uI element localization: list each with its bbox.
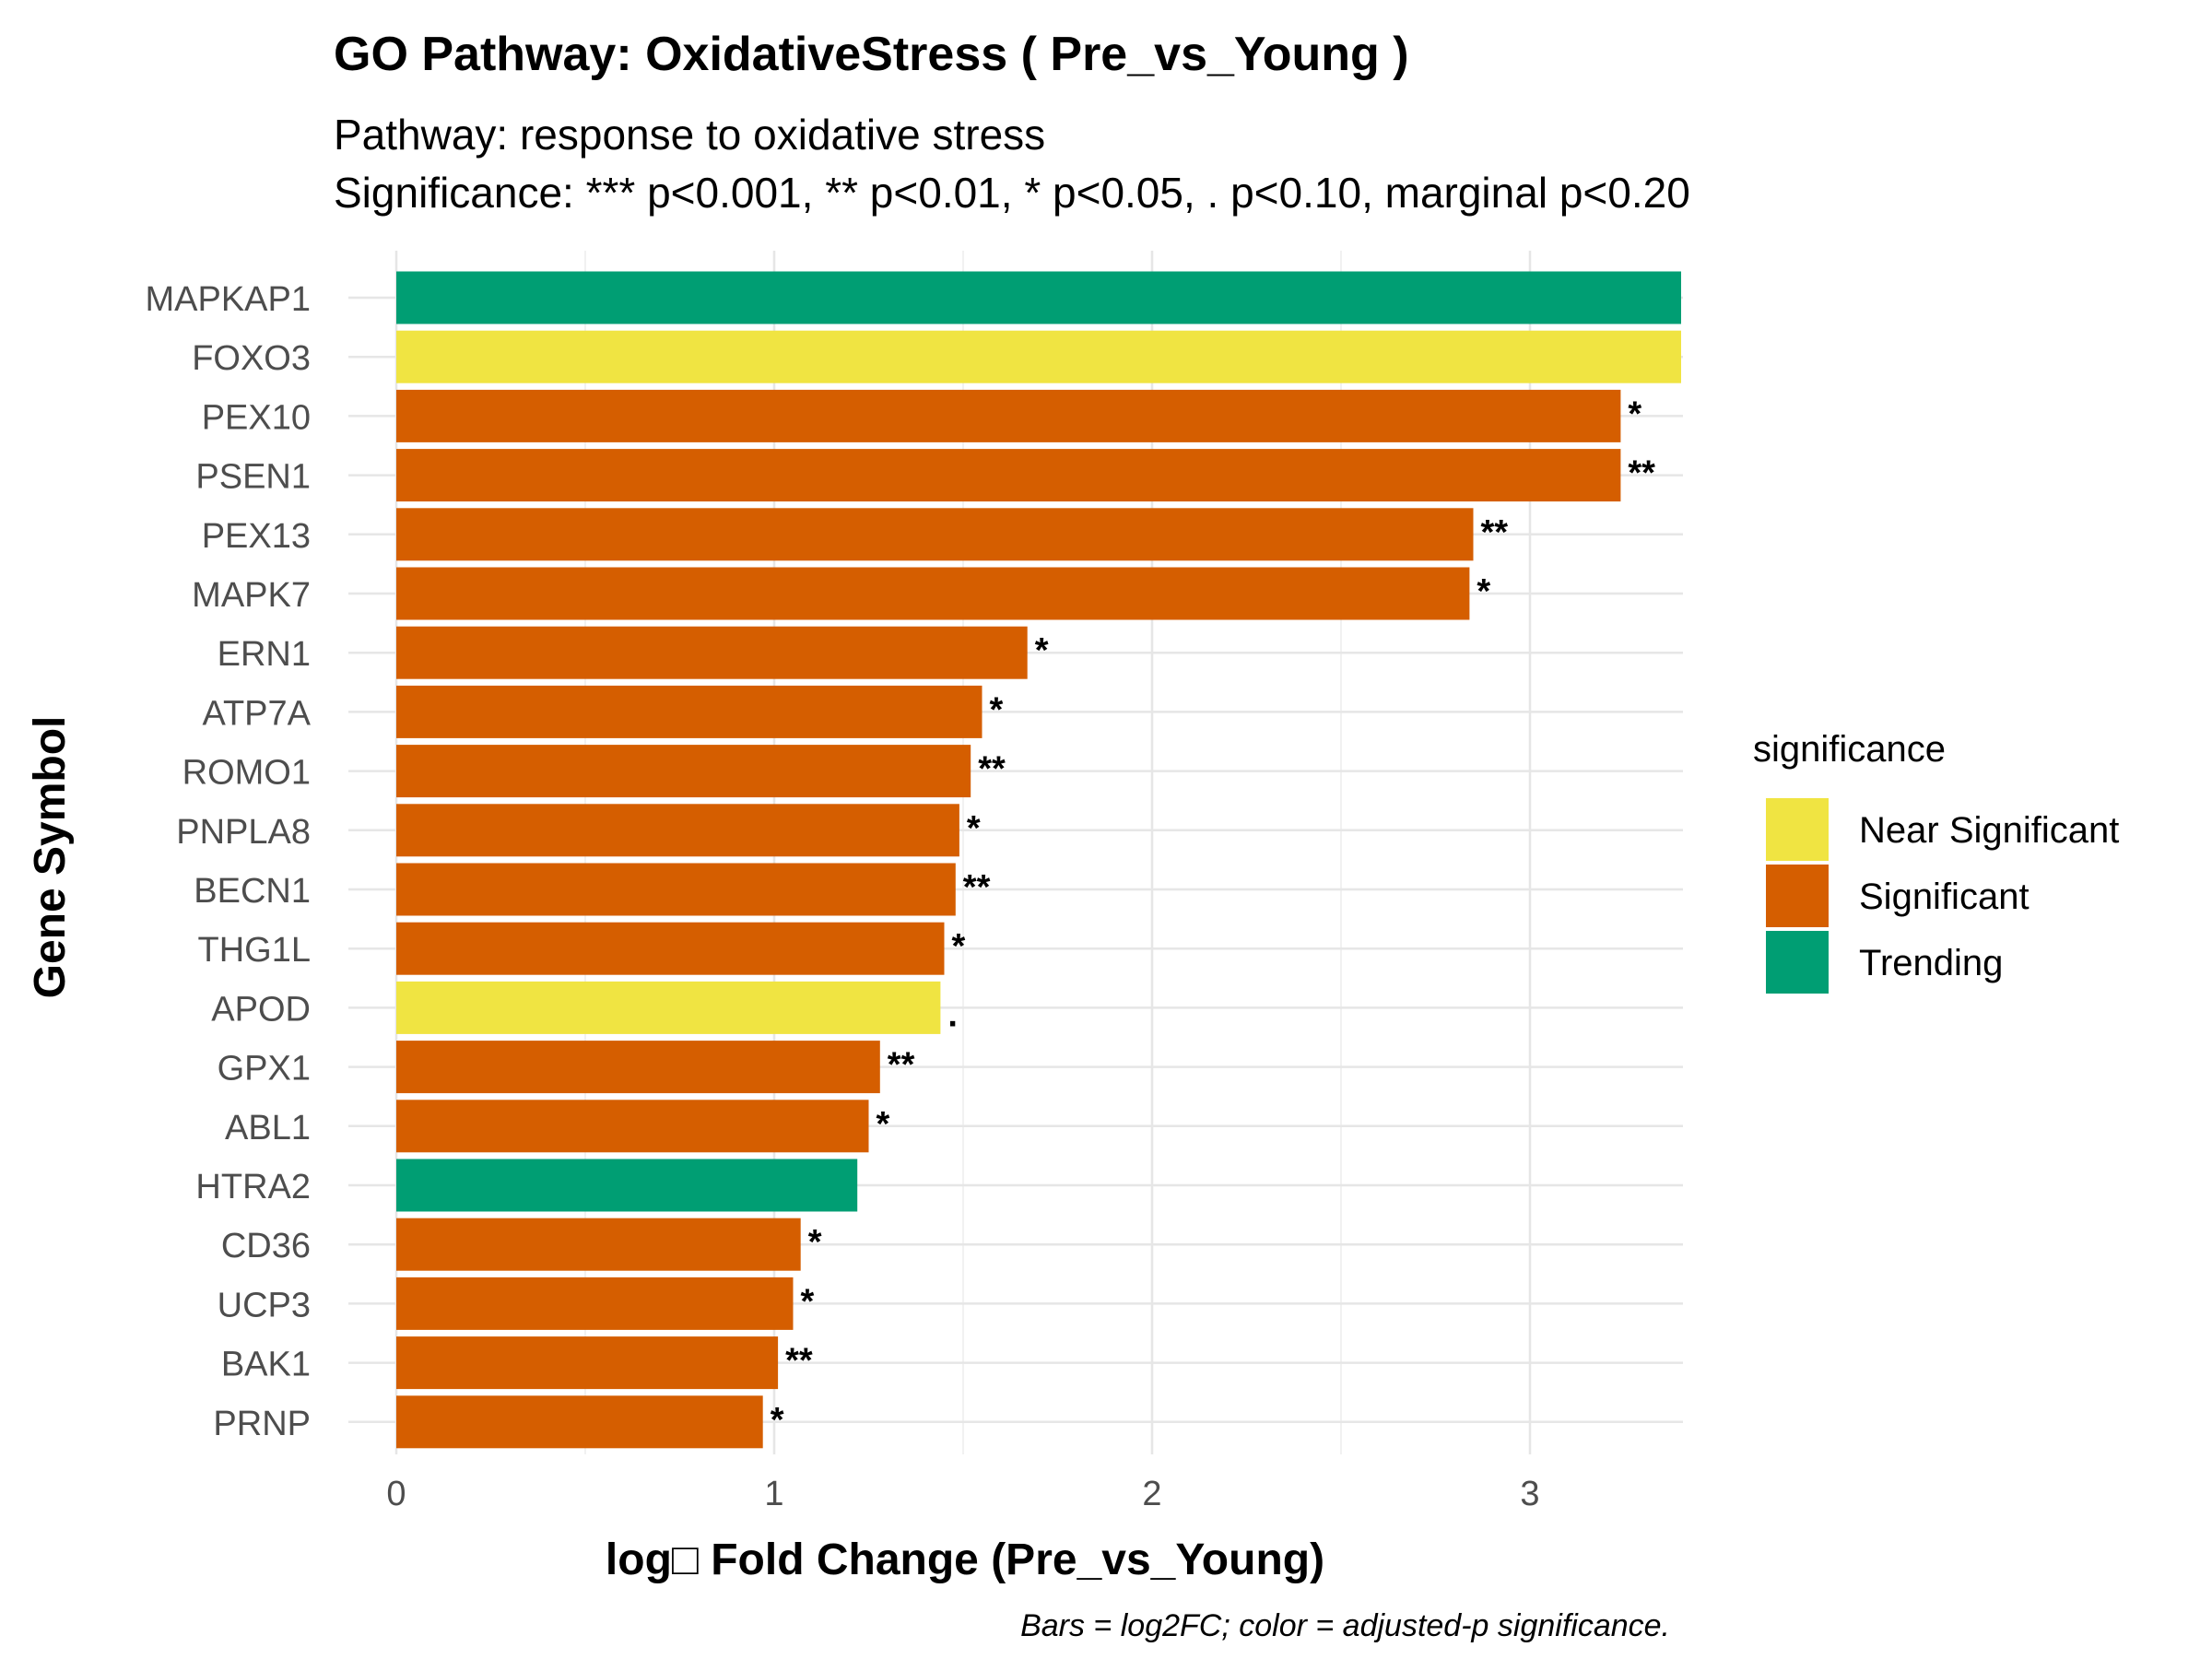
- significance-label: **: [785, 1342, 813, 1381]
- legend-entries: Near Significant Significant Trending: [1766, 798, 2119, 994]
- bar-htra2: [396, 1159, 858, 1212]
- x-axis-ticks: 0 1 2 3: [386, 1475, 1539, 1513]
- bar-becn1: [396, 863, 956, 916]
- legend-label: Significant: [1859, 877, 2030, 917]
- significance-label: *: [990, 690, 1004, 729]
- significance-label: *: [771, 1401, 784, 1440]
- bar-foxo3: [396, 330, 1681, 383]
- legend-title: significance: [1753, 729, 1946, 770]
- y-tick-label: PRNP: [213, 1405, 311, 1443]
- y-tick-label: MAPKAP1: [145, 280, 311, 319]
- x-tick-label: 1: [764, 1475, 783, 1513]
- legend-label: Near Significant: [1859, 810, 2119, 851]
- bar-pex10: [396, 389, 1621, 442]
- bar-pex13: [396, 508, 1474, 561]
- significance-label: *: [967, 809, 981, 848]
- significance-label: *: [877, 1105, 890, 1144]
- bar-abl1: [396, 1100, 869, 1153]
- bar-ern1: [396, 626, 1028, 679]
- y-tick-label: MAPK7: [192, 576, 311, 615]
- bar-atp7a: [396, 685, 982, 738]
- significance-label: **: [1628, 454, 1655, 493]
- y-tick-label: PEX10: [202, 398, 311, 437]
- y-tick-label: UCP3: [218, 1286, 311, 1324]
- y-tick-label: HTRA2: [195, 1168, 311, 1206]
- y-tick-label: ERN1: [218, 635, 311, 674]
- bar-thg1l: [396, 922, 945, 975]
- significance-label: *: [1477, 572, 1490, 611]
- y-tick-label: ROMO1: [182, 754, 311, 793]
- bar-prnp: [396, 1395, 763, 1449]
- significance-label: **: [978, 750, 1006, 789]
- significance-label: **: [888, 1046, 915, 1085]
- legend-swatch: [1766, 798, 1829, 861]
- y-tick-label: PEX13: [202, 517, 311, 556]
- y-tick-label: PSEN1: [195, 458, 311, 497]
- bar-mapk7: [396, 567, 1470, 620]
- y-axis-title: Gene Symbol: [26, 716, 75, 999]
- y-tick-label: APOD: [211, 990, 311, 1029]
- legend-swatch: [1766, 865, 1829, 927]
- y-tick-label: CD36: [221, 1227, 311, 1265]
- x-tick-label: 3: [1520, 1475, 1539, 1513]
- bar-mapkap1: [396, 271, 1681, 324]
- legend: significance Near Significant Significant…: [1753, 729, 2119, 994]
- y-tick-label: GPX1: [218, 1050, 311, 1088]
- bar-apod: [396, 981, 941, 1034]
- bar-bak1: [396, 1336, 779, 1390]
- y-tick-label: BECN1: [194, 872, 311, 911]
- chart-title: GO Pathway: OxidativeStress ( Pre_vs_You…: [334, 28, 1409, 81]
- significance-label: .: [947, 995, 958, 1034]
- x-tick-label: 2: [1142, 1475, 1161, 1513]
- y-tick-label: PNPLA8: [176, 813, 311, 852]
- chart-subtitle-line-1: Pathway: response to oxidative stress: [334, 111, 1045, 159]
- y-tick-label: BAK1: [221, 1346, 311, 1384]
- y-tick-label: ATP7A: [202, 694, 311, 733]
- bar-cd36: [396, 1218, 801, 1271]
- significance-label: *: [801, 1282, 815, 1321]
- significance-label: **: [963, 868, 991, 907]
- bars: [396, 271, 1681, 1449]
- y-axis-ticks: MAPKAP1 FOXO3 PEX10 PSEN1 PEX13 MAPK7 ERN1 ATP7…: [145, 280, 311, 1443]
- significance-label: *: [952, 927, 966, 966]
- x-tick-label: 0: [386, 1475, 406, 1513]
- significance-label: *: [1035, 631, 1049, 670]
- chart-subtitle-line-2: Significance: *** p<0.001, ** p<0.01, * …: [334, 169, 1690, 217]
- y-tick-label: FOXO3: [192, 339, 311, 378]
- significance-labels: **************.********: [771, 394, 1655, 1439]
- bar-psen1: [396, 449, 1621, 502]
- y-tick-label: ABL1: [225, 1109, 311, 1147]
- x-axis-title: log□ Fold Change (Pre_vs_Young): [606, 1535, 1324, 1584]
- bar-gpx1: [396, 1041, 880, 1094]
- significance-label: *: [808, 1223, 822, 1262]
- significance-label: **: [1481, 513, 1509, 552]
- caption: Bars = log2FC; color = adjusted-p signif…: [1020, 1608, 1670, 1643]
- bar-pnpla8: [396, 804, 959, 857]
- bar-romo1: [396, 745, 971, 798]
- legend-label: Trending: [1859, 943, 2003, 983]
- bar-ucp3: [396, 1277, 794, 1330]
- significance-label: *: [1628, 394, 1641, 433]
- y-tick-label: THG1L: [198, 931, 311, 970]
- legend-swatch: [1766, 931, 1829, 994]
